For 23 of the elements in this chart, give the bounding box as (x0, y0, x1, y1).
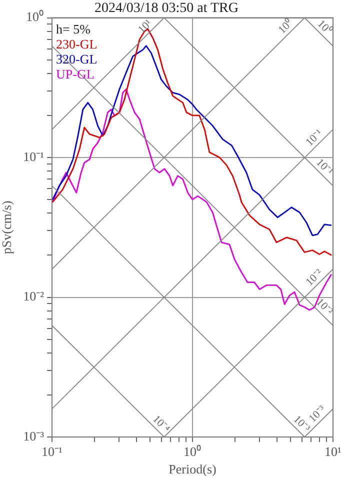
annotation: 10⁰ (314, 17, 335, 37)
annotation: 10¹ (136, 17, 154, 36)
x-tick-label: 10⁻¹ (42, 444, 63, 460)
annotation: 10⁻² (314, 296, 336, 318)
x-tick-label: 10¹ (324, 444, 342, 460)
y-tick-label: 10⁻³ (23, 428, 44, 444)
text: UP-GL (56, 66, 94, 82)
annotation: 10⁻¹ (304, 127, 326, 149)
x-axis-title: Period(s) (168, 462, 216, 477)
annotation: 10⁻⁴ (150, 413, 172, 436)
annotation: 10⁰ (275, 16, 296, 36)
text: 320-GL (56, 52, 98, 67)
annotation: 10⁻² (304, 266, 326, 288)
y-tick-label: 10⁻¹ (23, 148, 44, 164)
y-tick-label: 10⁰ (26, 9, 44, 24)
chart-title: 2024/03/18 03:50 at TRG (94, 1, 239, 16)
x-tick-label: 10⁰ (184, 444, 202, 460)
text: 230-GL (56, 36, 98, 52)
annotation: h= 5% (56, 22, 91, 37)
y-axis-title: pSv(cm/s) (0, 200, 14, 254)
annotation: 10⁻¹ (314, 156, 336, 178)
annotation: 10⁻³ (306, 403, 329, 425)
y-tick-label: 10⁻² (23, 288, 44, 304)
